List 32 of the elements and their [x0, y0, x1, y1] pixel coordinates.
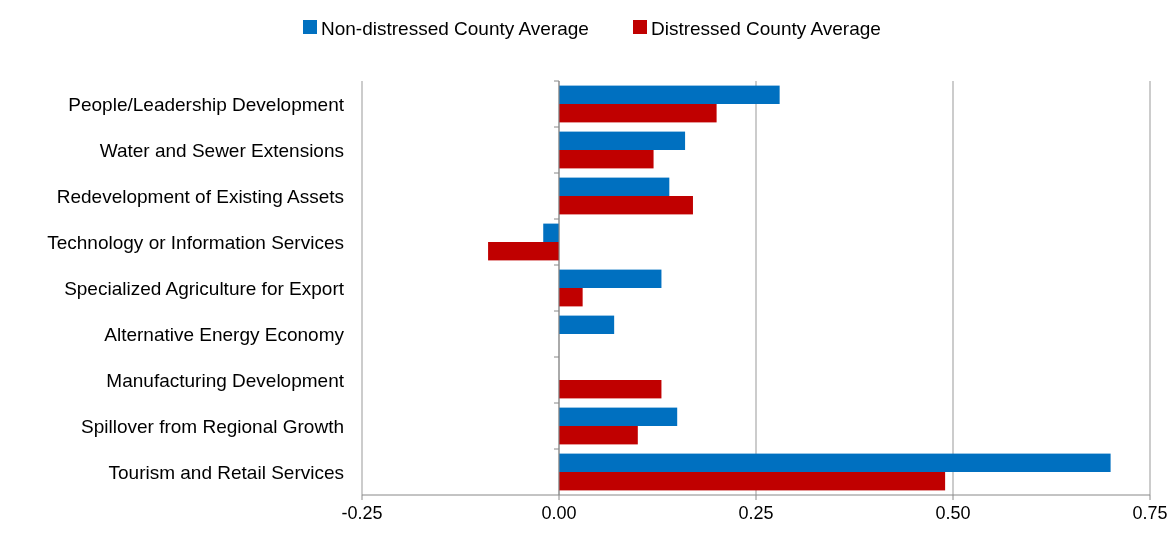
y-tick-label: Tourism and Retail Services: [108, 461, 344, 483]
y-tick-label: Alternative Energy Economy: [104, 323, 345, 345]
x-tick-label: 0.00: [541, 503, 577, 523]
bar: [559, 177, 670, 196]
bar: [559, 453, 1111, 472]
bar: [559, 131, 686, 150]
y-tick-label: People/Leadership Development: [68, 93, 345, 115]
bar: [543, 223, 559, 242]
bar: [559, 426, 638, 445]
bar: [559, 288, 583, 307]
bar: [559, 85, 780, 104]
x-tick-label: -0.25: [341, 503, 383, 523]
y-tick-label: Specialized Agriculture for Export: [64, 277, 345, 299]
x-tick-label: 0.50: [935, 503, 971, 523]
bar: [559, 407, 678, 426]
bar: [559, 104, 717, 123]
y-tick-label: Technology or Information Services: [47, 231, 344, 253]
y-tick-label: Spillover from Regional Growth: [81, 415, 344, 437]
x-tick-label: 0.25: [738, 503, 774, 523]
bar: [488, 242, 559, 261]
bar: [559, 380, 662, 399]
legend-label: Non-distressed County Average: [321, 17, 589, 39]
bar: [559, 150, 654, 169]
x-tick-label: 0.75: [1132, 503, 1168, 523]
y-tick-label: Redevelopment of Existing Assets: [56, 185, 344, 207]
bar: [559, 315, 615, 334]
y-tick-label: Manufacturing Development: [106, 369, 345, 391]
legend-label: Distressed County Average: [651, 17, 881, 39]
y-tick-label: Water and Sewer Extensions: [99, 139, 344, 161]
bar: [559, 269, 662, 288]
bar: [559, 196, 693, 215]
bar: [559, 472, 946, 491]
